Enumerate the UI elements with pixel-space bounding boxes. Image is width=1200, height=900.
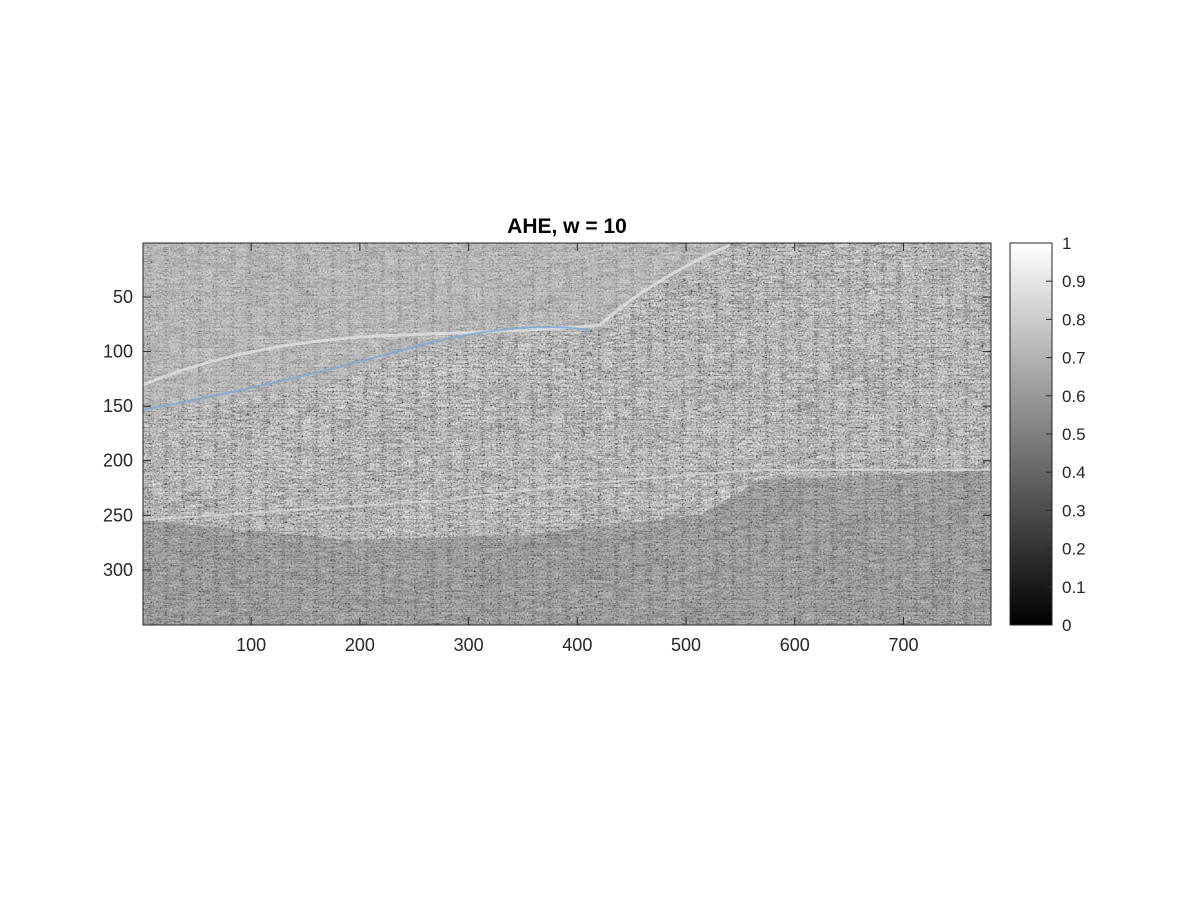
y-tick-label: 50	[113, 287, 133, 307]
y-tick-label: 150	[103, 396, 133, 416]
colorbar-tick-label: 0.5	[1062, 425, 1086, 444]
x-tick-label: 600	[780, 635, 810, 655]
colorbar-tick-label: 1	[1062, 234, 1071, 253]
colorbar-tick-label: 0.4	[1062, 463, 1086, 482]
x-axis: 100 200 300 400 500 600 700	[236, 243, 919, 655]
x-tick-label: 100	[236, 635, 266, 655]
foreground-region	[143, 470, 991, 625]
chart-title: AHE, w = 10	[507, 215, 627, 238]
colorbar: 0 0.1 0.2 0.3 0.4 0.5 0.6 0.7 0.8 0.9 1	[1009, 234, 1086, 635]
colorbar-tick-label: 0	[1062, 616, 1071, 635]
colorbar-tick-label: 0.3	[1062, 501, 1086, 520]
x-tick-label: 500	[671, 635, 701, 655]
plot-frame	[142, 242, 992, 626]
colorbar-tick-label: 0.8	[1062, 310, 1086, 329]
colorbar-tick-label: 0.2	[1062, 540, 1086, 559]
ridge-line	[143, 469, 991, 521]
x-tick-label: 400	[562, 635, 592, 655]
colorbar-ticks: 0 0.1 0.2 0.3 0.4 0.5 0.6 0.7 0.8 0.9 1	[1046, 234, 1086, 635]
ridge-line	[143, 326, 591, 411]
colorbar-tick-label: 0.7	[1062, 349, 1086, 368]
sky-region	[143, 243, 730, 410]
y-tick-label: 250	[103, 505, 133, 525]
y-axis: 50 100 150 200 250 300	[103, 287, 991, 580]
colorbar-tick-label: 0.1	[1062, 578, 1086, 597]
y-tick-label: 300	[103, 560, 133, 580]
y-tick-label: 200	[103, 451, 133, 471]
x-tick-label: 200	[345, 635, 375, 655]
colorbar-tick-label: 0.9	[1062, 272, 1086, 291]
colorbar-tick-label: 0.6	[1062, 387, 1086, 406]
colorbar-scale	[1009, 242, 1053, 626]
y-tick-label: 100	[103, 342, 133, 362]
x-tick-label: 700	[888, 635, 918, 655]
heatmap-image	[143, 243, 991, 625]
x-tick-label: 300	[454, 635, 484, 655]
